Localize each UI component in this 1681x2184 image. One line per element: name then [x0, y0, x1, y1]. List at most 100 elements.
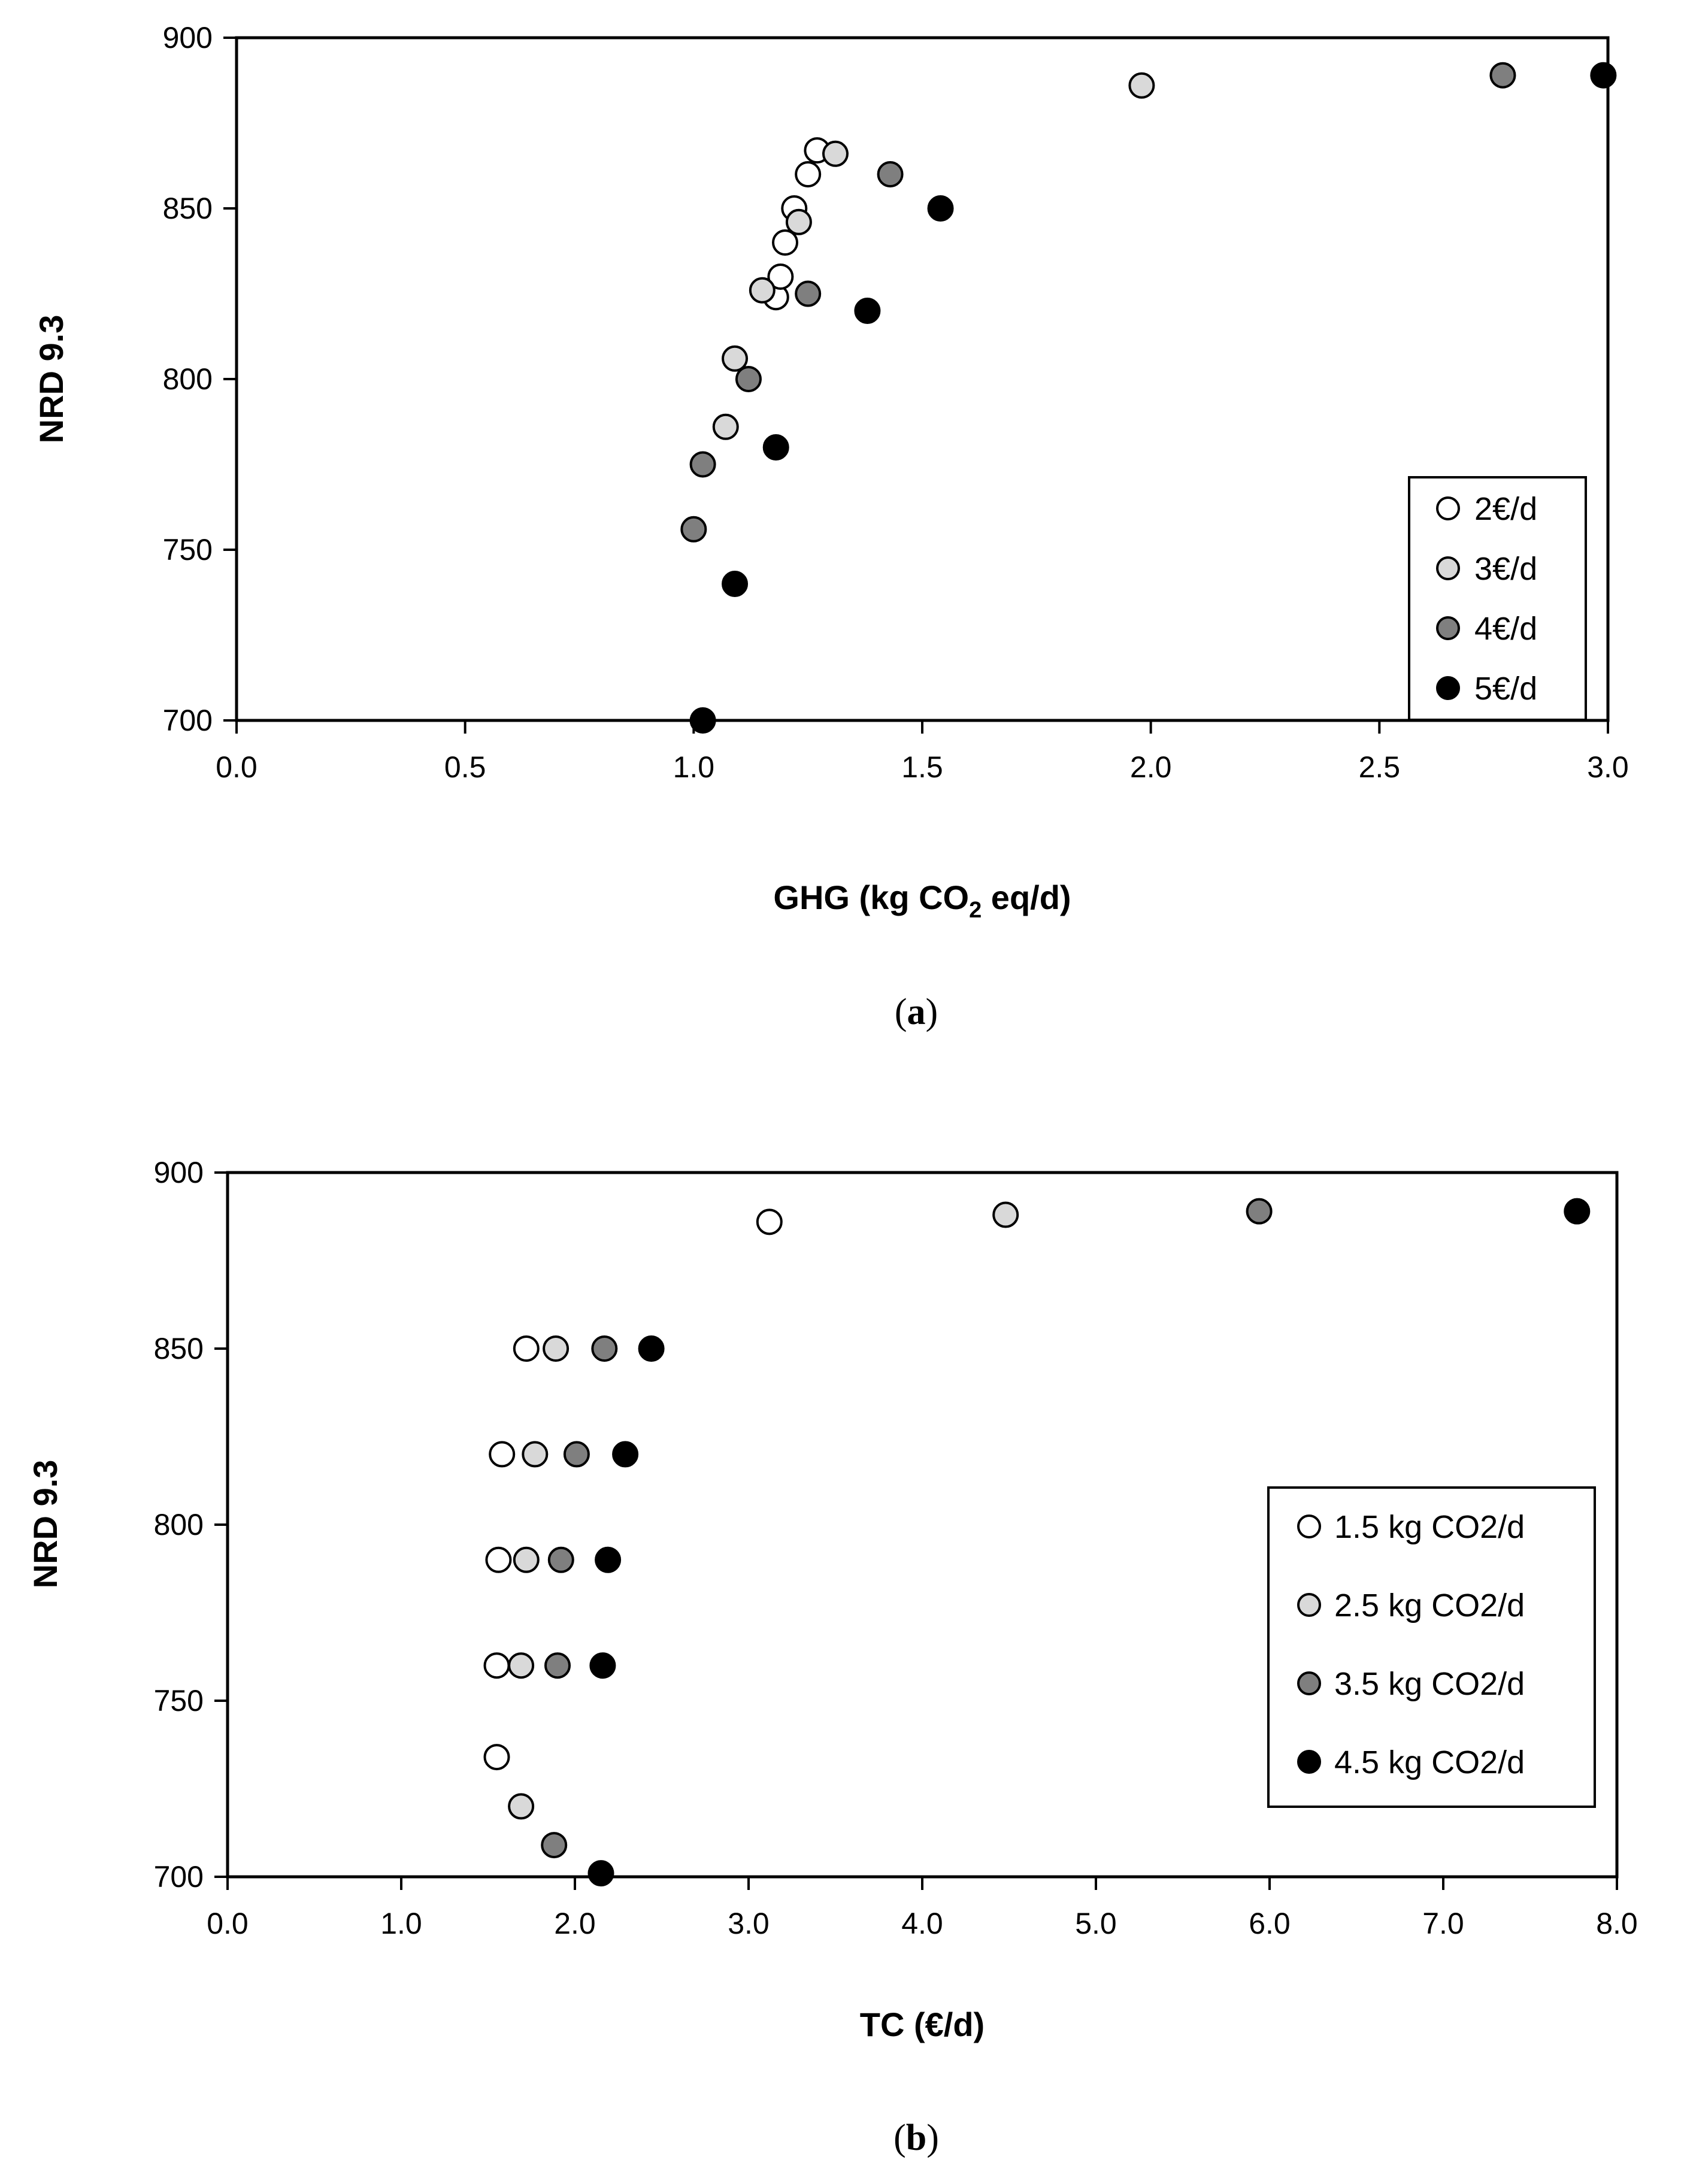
legend-label: 5€/d: [1474, 671, 1537, 707]
series-4: [587, 1198, 1591, 1887]
data-point: [722, 345, 749, 372]
x-tick-label: 1.0: [380, 1907, 422, 1940]
legend-label: 4.5 kg CO2/d: [1334, 1744, 1525, 1780]
x-tick-label: 1.5: [901, 750, 943, 784]
y-axis-title: NRD 9.3: [32, 315, 70, 444]
legend-label: 2€/d: [1474, 491, 1537, 527]
data-point: [712, 413, 739, 440]
panel-label-paren: ): [926, 2118, 939, 2158]
legend-marker: [1436, 616, 1460, 640]
series-1: [483, 1208, 783, 1771]
data-point: [927, 195, 954, 222]
legend-marker: [1297, 1671, 1321, 1695]
x-axis-title-part: eq/d): [982, 879, 1071, 916]
series-4: [689, 62, 1617, 734]
legend-box: [1267, 1486, 1596, 1808]
x-tick-label: 0.0: [216, 750, 258, 784]
panel-label-paren: (: [893, 2118, 906, 2158]
data-point: [822, 140, 849, 167]
y-tick-label: 750: [154, 1684, 204, 1717]
chart-panel-a: 700 750 800 850 900 0.0 0.5 1.0 1.5 2.0 2.5 3.0 NRD …: [32, 21, 1629, 1032]
y-tick-label: 700: [163, 704, 213, 737]
data-point: [749, 277, 776, 304]
panel-label-letter: b: [906, 2118, 926, 2158]
legend: 2€/d 3€/d 4€/d 5€/d: [1408, 476, 1587, 721]
data-point: [762, 434, 789, 461]
legend-label: 1.5 kg CO2/d: [1334, 1509, 1525, 1545]
y-tick-label: 750: [163, 533, 213, 567]
panel-label: (b): [893, 2118, 939, 2158]
panel-label: (a): [895, 992, 938, 1032]
x-tick-label: 1.0: [673, 750, 715, 784]
y-tick-label: 800: [163, 362, 213, 396]
x-axis-title: GHG (kg CO2 eq/d): [773, 879, 1071, 923]
data-point: [1489, 62, 1516, 89]
y-tick-label: 850: [163, 192, 213, 225]
legend: 1.5 kg CO2/d 2.5 kg CO2/d 3.5 kg CO2/d 4.5 …: [1267, 1486, 1596, 1808]
x-tick-label: 4.0: [901, 1907, 943, 1940]
data-point: [485, 1546, 512, 1573]
data-point: [772, 229, 798, 256]
data-point: [547, 1546, 574, 1573]
y-tick-label: 700: [154, 1860, 204, 1894]
data-point: [992, 1201, 1019, 1228]
x-tick-label: 2.0: [1130, 750, 1172, 784]
series-2: [508, 1201, 1019, 1820]
data-point: [543, 1335, 570, 1362]
legend-label: 3€/d: [1474, 551, 1537, 587]
data-point: [508, 1652, 535, 1679]
x-axis-title-part: GHG (kg CO: [773, 879, 969, 916]
series-3: [541, 1198, 1273, 1859]
data-point: [735, 366, 762, 392]
data-point: [522, 1441, 549, 1468]
data-point: [689, 707, 716, 734]
data-point: [591, 1335, 618, 1362]
panel-label-letter: a: [907, 992, 926, 1032]
chart-panel-b: 700 750 800 850 900 0.0 1.0 2.0 3.0 4.0 5.0 6.0 7.0 8…: [26, 1156, 1638, 2158]
y-tick-label: 850: [154, 1332, 204, 1365]
legend-marker: [1436, 676, 1460, 700]
data-point: [483, 1652, 510, 1679]
data-point: [689, 451, 716, 478]
data-point: [854, 298, 881, 324]
data-point: [680, 516, 707, 543]
legend-marker: [1436, 556, 1460, 580]
x-tick-label: 7.0: [1422, 1907, 1464, 1940]
data-point: [513, 1335, 540, 1362]
y-axis-title: NRD 9.3: [26, 1460, 64, 1589]
data-point: [638, 1335, 665, 1362]
x-tick-label: 5.0: [1075, 1907, 1117, 1940]
legend-box: [1408, 476, 1587, 721]
series-2: [712, 72, 1155, 440]
data-point: [544, 1652, 571, 1679]
x-tick-label: 6.0: [1249, 1907, 1291, 1940]
data-point: [595, 1546, 622, 1573]
data-point: [1590, 62, 1617, 89]
x-tick-label: 3.0: [1587, 750, 1629, 784]
data-point: [1246, 1198, 1273, 1225]
data-point: [587, 1860, 614, 1887]
x-axis-title: TC (€/d): [860, 2006, 985, 2043]
x-tick-label: 3.0: [728, 1907, 770, 1940]
data-point: [541, 1832, 568, 1859]
panel-label-paren: ): [926, 992, 938, 1032]
data-point: [508, 1793, 535, 1820]
data-point: [589, 1652, 616, 1679]
data-point: [513, 1546, 540, 1573]
data-point: [489, 1441, 516, 1468]
data-point: [1564, 1198, 1591, 1225]
series-3: [680, 62, 1516, 543]
data-point: [877, 161, 904, 187]
x-tick-label: 0.5: [444, 750, 486, 784]
x-tick-label: 2.5: [1359, 750, 1401, 784]
legend-label: 3.5 kg CO2/d: [1334, 1666, 1525, 1702]
legend-marker: [1436, 496, 1460, 520]
legend-marker: [1297, 1750, 1321, 1774]
data-point: [795, 161, 822, 187]
x-axis-title-subscript: 2: [969, 898, 982, 923]
data-point: [767, 263, 794, 290]
y-tick-label: 900: [154, 1156, 204, 1189]
y-tick-label: 900: [163, 21, 213, 54]
data-point: [612, 1441, 639, 1468]
